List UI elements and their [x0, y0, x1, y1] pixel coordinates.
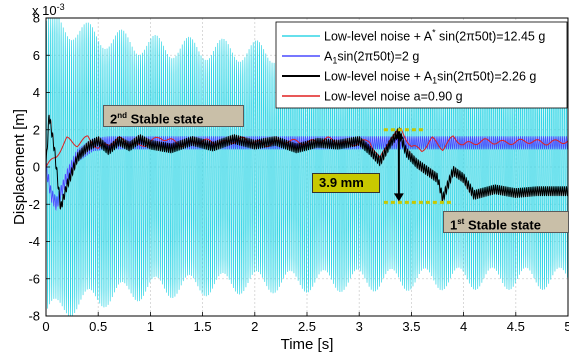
x-tick-label: 4 [460, 319, 467, 334]
legend-text-part: Low-level noise + A [324, 70, 433, 84]
x-tick-label: 2.5 [298, 319, 316, 334]
y-tick-label: 6 [33, 48, 40, 63]
y-exponent-power: -3 [57, 2, 65, 12]
legend-text-part: sin(2π50t)=2.26 g [437, 70, 536, 84]
y-exponent-base: x 10 [32, 3, 57, 18]
stable-state-1-text: Stable state [464, 217, 541, 233]
y-tick-label: -2 [28, 197, 40, 212]
y-tick-label: -8 [28, 309, 40, 324]
y-tick-label: -4 [28, 234, 40, 249]
x-tick-labels: 0 0.5 1 1.5 2 2.5 3 3.5 4 4.5 5 [42, 312, 569, 334]
x-tick-label: 2 [251, 319, 258, 334]
y-tick-label: 8 [33, 11, 40, 26]
legend-superscript: * [432, 28, 436, 38]
y-tick-label: 2 [33, 122, 40, 137]
stable-state-1-label: 1st Stable state [443, 211, 569, 233]
stable-state-2-number: 2 [110, 111, 118, 127]
legend-text-part: A [324, 50, 333, 64]
stable-state-1-suffix: st [457, 217, 465, 226]
y-tick-label: -6 [28, 271, 40, 286]
legend-entry: A1sin(2π50t)=2 g [324, 50, 419, 66]
y-axis-label: Displacement [m] [11, 109, 28, 225]
annotation-layer [383, 128, 454, 204]
legend-box [275, 21, 568, 109]
x-tick-label: 5 [564, 319, 569, 334]
gap-arrow-head-down [393, 193, 404, 202]
legend-entry: Low-level noise + A* sin(2π50t)=12.45 g [324, 28, 545, 44]
x-tick-label: 3 [356, 319, 363, 334]
legend-subscript: 1 [432, 76, 437, 86]
legend-entry: Low-level noise a=0.90 g [324, 90, 463, 104]
x-tick-label: 0 [42, 319, 49, 334]
x-tick-label: 0.5 [89, 319, 107, 334]
stable-state-2-suffix: nd [117, 111, 128, 120]
legend: Low-level noise + A* sin(2π50t)=12.45 gA… [275, 21, 568, 109]
stable-state-2-text: Stable state [127, 111, 204, 127]
legend-entry: Low-level noise + A1sin(2π50t)=2.26 g [324, 70, 536, 86]
x-tick-label: 3.5 [402, 319, 420, 334]
y-tick-label: 4 [33, 85, 40, 100]
y-tick-labels: 8 6 4 2 0 -2 -4 -6 -8 [28, 11, 50, 324]
y-exponent: x 10-3 [32, 2, 65, 18]
x-tick-label: 1.5 [194, 319, 212, 334]
x-axis-label: Time [s] [281, 336, 334, 353]
stable-state-1-number: 1 [450, 217, 458, 233]
x-tick-label: 1 [147, 319, 154, 334]
legend-text-part: sin(2π50t)=12.45 g [436, 30, 546, 44]
legend-subscript: 1 [332, 56, 337, 66]
series-line-black [45, 114, 569, 210]
x-tick-label: 4.5 [507, 319, 525, 334]
gap-arrow-head-up [393, 130, 404, 139]
y-tick-label: 0 [33, 160, 40, 175]
legend-text-part: Low-level noise + A [324, 30, 433, 44]
stable-state-2-label: 2nd Stable state [103, 105, 244, 127]
legend-text-part: sin(2π50t)=2 g [337, 50, 419, 64]
gap-value-label: 3.9 mm [312, 173, 380, 193]
